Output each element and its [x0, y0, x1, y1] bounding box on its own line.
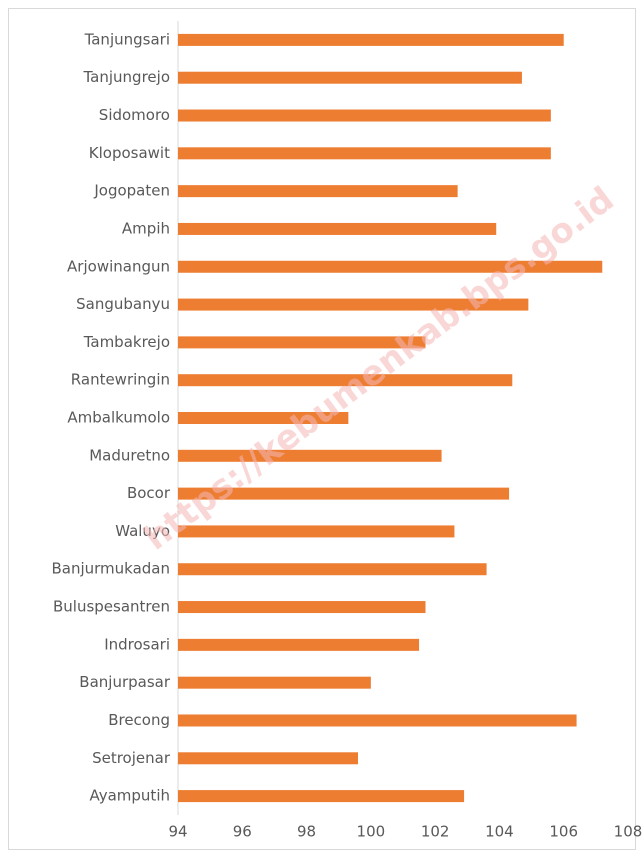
y-tick-label: Bocor	[127, 484, 171, 502]
x-tick-label: 108	[614, 823, 643, 841]
bar	[178, 525, 455, 538]
bar	[178, 752, 358, 765]
y-tick-label: Rantewringin	[71, 371, 170, 389]
y-tick-label: Tanjungsari	[84, 30, 170, 48]
y-tick-label: Banjurmukadan	[51, 560, 170, 578]
x-tick-label: 94	[168, 823, 187, 841]
x-tick-label: 104	[485, 823, 514, 841]
y-tick-label: Ampih	[122, 219, 170, 237]
bar	[178, 222, 497, 235]
y-tick-label: Maduretno	[89, 446, 170, 464]
x-tick-label: 106	[549, 823, 578, 841]
bar	[178, 601, 426, 614]
x-tick-label: 96	[233, 823, 252, 841]
x-tick-label: 102	[421, 823, 450, 841]
bar	[178, 33, 564, 46]
bar	[178, 790, 465, 803]
y-tick-label: Buluspesantren	[53, 598, 170, 616]
y-tick-label: Ayamputih	[89, 787, 170, 805]
y-tick-label: Tambakrejo	[83, 333, 170, 351]
bar	[178, 260, 603, 273]
y-tick-label: Banjurpasar	[79, 673, 171, 691]
y-tick-label: Waluyo	[115, 522, 170, 540]
bar	[178, 487, 510, 500]
bar	[178, 147, 551, 160]
bar	[178, 336, 426, 349]
bar	[178, 449, 442, 462]
y-tick-label: Sidomoro	[99, 106, 170, 124]
y-tick-label: Kloposawit	[89, 144, 170, 162]
y-tick-label: Ambalkumolo	[67, 409, 170, 427]
bar	[178, 374, 513, 387]
bar	[178, 412, 349, 424]
y-tick-label: Setrojenar	[92, 749, 171, 767]
y-tick-label: Jogopaten	[93, 182, 170, 200]
bar	[178, 714, 577, 727]
y-tick-label: Tanjungrejo	[83, 68, 171, 86]
bar	[178, 676, 371, 689]
bar	[178, 109, 551, 122]
y-tick-label: Sangubanyu	[76, 295, 170, 313]
x-tick-label: 98	[297, 823, 316, 841]
bar	[178, 298, 529, 311]
bar	[178, 71, 522, 84]
y-tick-label: Indrosari	[104, 635, 170, 653]
bar	[178, 185, 458, 198]
bar	[178, 638, 420, 651]
bar	[178, 563, 487, 576]
y-tick-label: Arjowinangun	[67, 257, 170, 275]
x-tick-label: 100	[357, 823, 386, 841]
y-tick-label: Brecong	[108, 711, 170, 729]
